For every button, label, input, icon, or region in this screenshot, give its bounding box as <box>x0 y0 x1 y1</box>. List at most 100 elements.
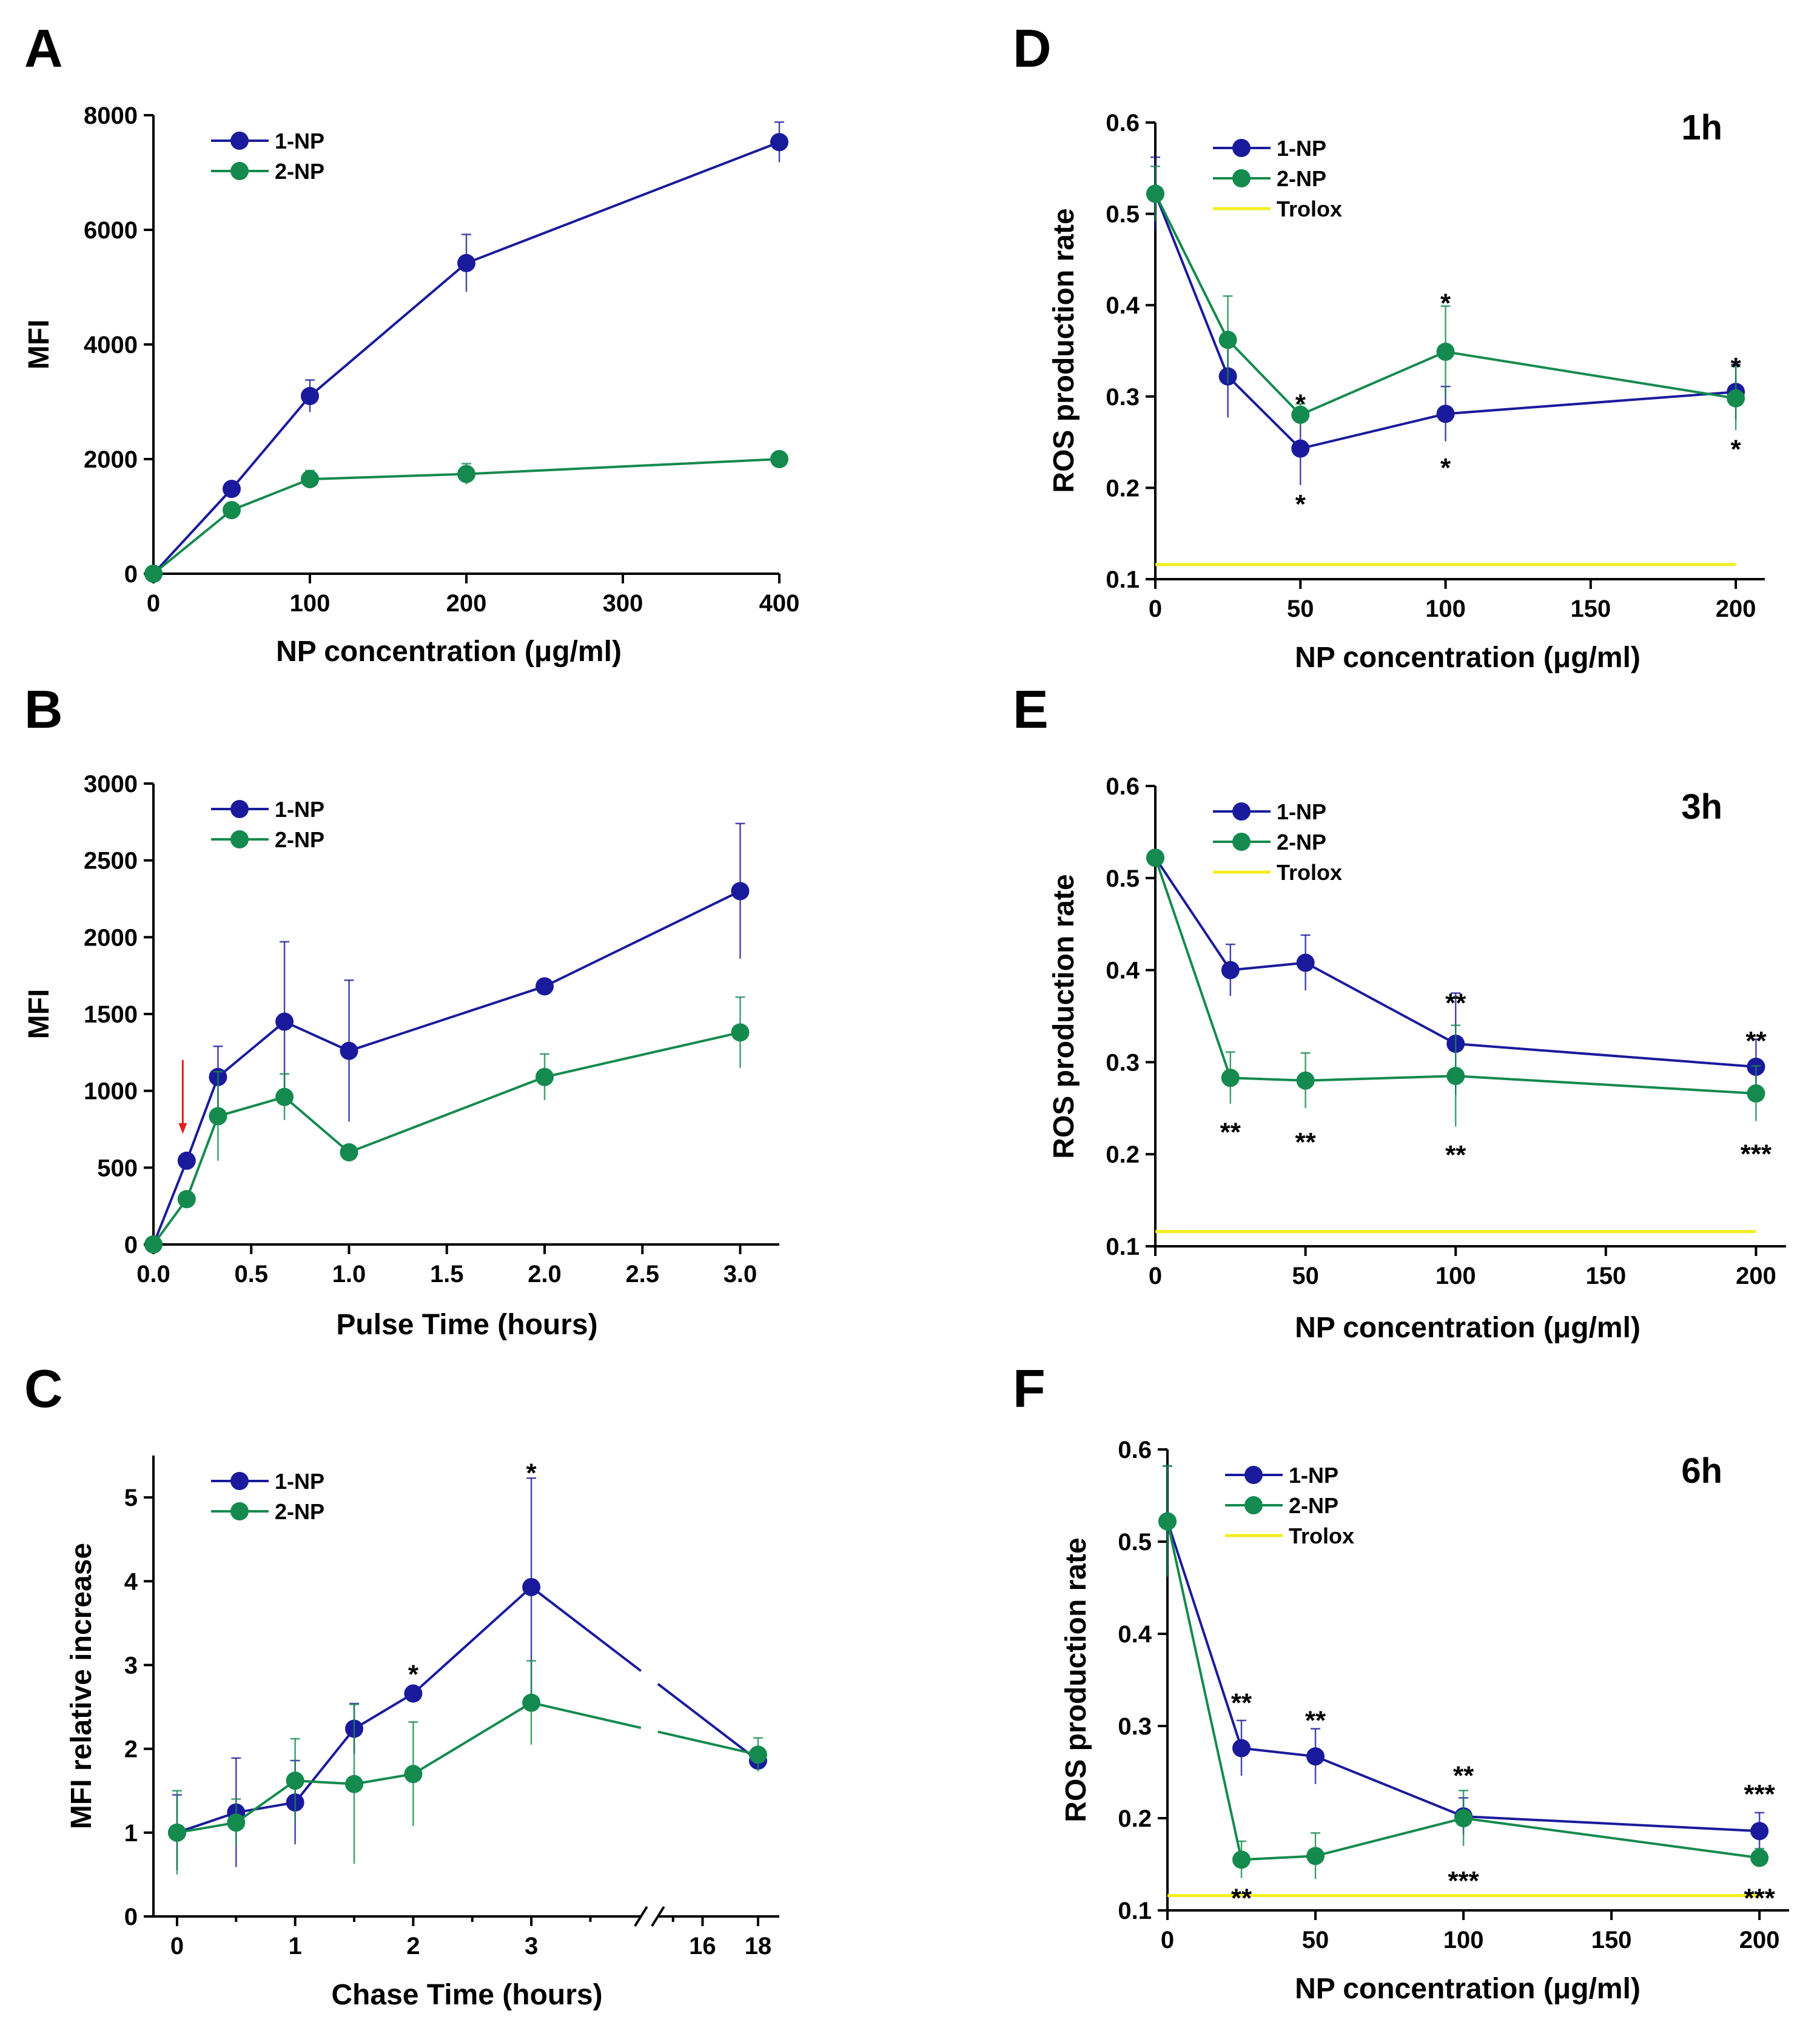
series-line <box>152 141 780 575</box>
y-tick-label: 0.5 <box>1118 1529 1152 1556</box>
data-point <box>286 1771 304 1790</box>
x-tick-label: 150 <box>1585 1263 1626 1289</box>
data-point <box>1232 1850 1251 1869</box>
arrow-head <box>178 1123 187 1134</box>
x-tick-label: 0.0 <box>136 1261 170 1288</box>
y-tick-label: 2500 <box>84 848 138 875</box>
x-tick-label: 3.0 <box>724 1261 757 1288</box>
data-point <box>1218 331 1237 349</box>
x-tick-label: 100 <box>290 590 331 617</box>
panel-letter: F <box>1013 1358 1046 1419</box>
panel-letter: E <box>1013 679 1049 739</box>
legend: 1-NP 2-NP Trolox <box>1225 1463 1354 1548</box>
axes: 0.0 0.5 1.0 1.5 2.0 2.5 3.0 0 500 1000 1500 2000 250… <box>84 771 779 1288</box>
legend-label: 2-NP <box>275 1499 324 1524</box>
legend-label: 1-NP <box>275 129 324 153</box>
panel-letter: A <box>24 18 63 78</box>
panel-letter: B <box>24 679 63 739</box>
data-point <box>223 501 241 520</box>
series-2-np <box>144 996 750 1254</box>
data-point <box>1747 1084 1765 1103</box>
legend-label: 1-NP <box>275 1469 324 1494</box>
legend-marker <box>1232 802 1251 821</box>
y-tick-label: 0.3 <box>1106 1049 1140 1076</box>
y-tick-label: 2 <box>124 1736 138 1763</box>
data-point <box>522 1577 541 1596</box>
y-tick-label: 3 <box>124 1652 138 1679</box>
y-tick-label: 4 <box>124 1568 138 1595</box>
data-point <box>144 565 163 583</box>
data-point <box>1750 1822 1769 1841</box>
panel-letter: C <box>24 1358 63 1419</box>
data-point <box>1446 1067 1465 1086</box>
x-tick-label: 100 <box>1436 1263 1476 1289</box>
y-tick-label: 0 <box>124 1904 138 1930</box>
series-line <box>657 1730 759 1756</box>
y-tick-label: 0.3 <box>1118 1713 1152 1740</box>
y-tick-label: 0.2 <box>1118 1805 1152 1832</box>
axes: 0 50 100 150 200 0.1 0.2 0.3 0.4 0.5 0.6 <box>1106 110 1765 622</box>
data-point <box>404 1684 423 1703</box>
data-point <box>1221 961 1240 979</box>
x-tick-label: 400 <box>759 590 800 617</box>
axis-frame <box>1154 123 1765 580</box>
y-tick-label: 8000 <box>84 102 138 129</box>
data-point <box>770 450 788 468</box>
significance-mark: *** <box>1744 1779 1776 1809</box>
y-axis-label: MFI <box>23 320 55 370</box>
data-point <box>404 1765 423 1784</box>
legend: 1-NP 2-NP <box>211 797 324 852</box>
x-tick-label: 200 <box>1736 1263 1776 1289</box>
y-tick-label: 5 <box>124 1485 138 1511</box>
axis-frame <box>152 784 779 1246</box>
series-1-np <box>144 822 750 1254</box>
y-tick-label: 0.6 <box>1118 1437 1152 1463</box>
y-tick-label: 2000 <box>84 446 138 473</box>
y-axis-label: ROS production rate <box>1048 208 1080 492</box>
panel-b: B 0.0 0.5 1.0 1.5 2.0 2.5 3.0 0 500 1000 1500 2000 25… <box>23 679 779 1341</box>
axis-break-mark <box>651 1906 665 1927</box>
y-tick-label: 1000 <box>84 1078 138 1105</box>
panel-title: 6h <box>1681 1451 1722 1491</box>
significance-mark: * <box>408 1659 419 1689</box>
series-2-np <box>167 1660 767 1875</box>
y-tick-label: 4000 <box>84 332 138 358</box>
y-tick-label: 0.5 <box>1106 201 1140 228</box>
x-tick-label: 50 <box>1287 596 1314 622</box>
y-tick-label: 0.3 <box>1106 384 1140 411</box>
x-tick-label: 50 <box>1292 1263 1319 1289</box>
legend-marker <box>1232 139 1251 157</box>
data-point <box>340 1143 358 1161</box>
legend-marker <box>230 800 249 818</box>
panel-letter: D <box>1013 18 1052 78</box>
y-tick-label: 3000 <box>84 771 138 798</box>
data-point <box>1232 1739 1251 1758</box>
legend-label: 2-NP <box>275 159 324 184</box>
x-tick-label: 0 <box>1149 1263 1162 1289</box>
data-point <box>1727 389 1745 408</box>
x-tick-label: 0 <box>1149 596 1162 622</box>
legend-marker <box>1232 169 1251 187</box>
panel-e: E 0 50 100 150 200 0.1 0.2 0.3 0.4 0.5 0.6 NP concen… <box>1013 679 1786 1344</box>
x-tick-label: 0 <box>147 590 160 617</box>
y-tick-label: 0.2 <box>1106 475 1140 502</box>
axis-frame <box>152 1456 641 1918</box>
y-tick-label: 500 <box>97 1155 138 1181</box>
y-axis-label: ROS production rate <box>1048 874 1080 1158</box>
significance-mark: ** <box>1453 1761 1474 1791</box>
significance-mark: * <box>1440 289 1451 318</box>
legend-marker <box>1232 833 1251 851</box>
legend-marker <box>230 132 249 150</box>
x-tick-label: 100 <box>1425 596 1466 622</box>
data-point <box>457 465 475 483</box>
legend-label: 2-NP <box>1277 830 1326 855</box>
legend-label: 2-NP <box>275 827 324 852</box>
y-tick-label: 2000 <box>84 924 138 951</box>
data-point <box>1306 1747 1325 1766</box>
data-point <box>223 480 241 499</box>
legend-label: Trolox <box>1277 196 1342 221</box>
y-tick-label: 1500 <box>84 1001 138 1028</box>
legend-marker <box>230 830 249 848</box>
x-tick-label: 16 <box>689 1933 716 1960</box>
